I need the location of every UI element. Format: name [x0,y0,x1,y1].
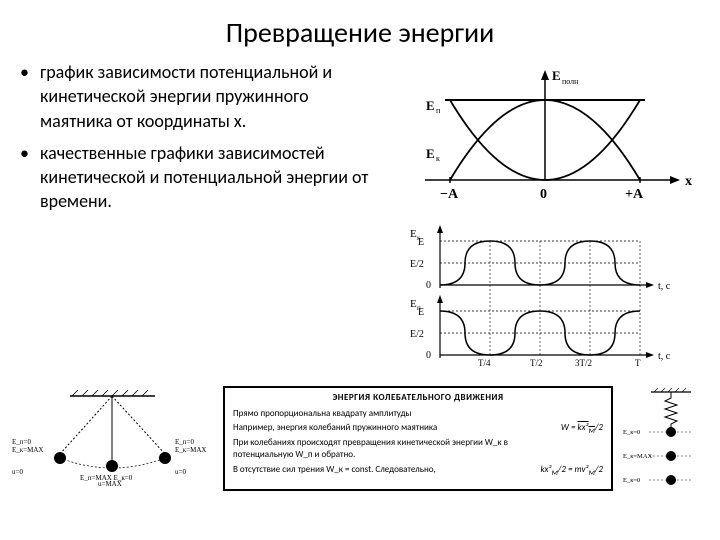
svg-text:E: E [552,68,561,83]
svg-text:E: E [410,298,417,310]
svg-text:E/2: E/2 [410,259,424,270]
svg-text:t, c: t, c [658,351,671,362]
svg-text:3T/2: 3T/2 [575,358,592,368]
page-title: Превращение энергии [0,0,720,60]
svg-text:к: к [436,154,440,163]
bottom-row: E_п=0 E_к=MAX u=0 E_п=MAX E_к=0 u=MAX E_… [0,381,720,491]
svg-text:п: п [436,106,441,115]
bullet-text-1: график зависимости потенциальной и кинет… [40,60,375,133]
svg-text:t, c: t, c [658,281,671,292]
formula-line-2: Например, энергия колебаний пружинного м… [233,422,603,435]
bullet-list: • график зависимости потенциальной и кин… [20,60,390,381]
svg-text:−A: −A [440,187,459,202]
formula-title: ЭНЕРГИЯ КОЛЕБАТЕЛЬНОГО ДВИЖЕНИЯ [233,392,603,405]
svg-text:0: 0 [540,187,547,202]
svg-text:E_к=MAX: E_к=MAX [175,446,206,454]
svg-text:T/2: T/2 [530,358,543,368]
svg-text:E: E [410,228,417,240]
svg-text:0: 0 [426,350,431,361]
svg-text:E: E [426,98,435,113]
svg-text:u=MAX: u=MAX [98,480,122,486]
formula-box: ЭНЕРГИЯ КОЛЕБАТЕЛЬНОГО ДВИЖЕНИЯ Прямо пр… [223,386,613,491]
bullet-marker: • [20,60,40,133]
svg-text:E_п=0: E_п=0 [12,438,31,446]
bullet-2: • качественные графики зависимостей кине… [20,141,375,214]
energy-vs-time-chart: Eк E E/2 0 t, c Eп E E/2 0 t, c [390,223,700,373]
svg-text:E: E [418,237,424,248]
formula-line-4: В отсутствие сил трения W_к = const. Сле… [233,464,603,477]
spring-diagram: E_к=0 E_к=MAX E_к=0 [621,386,706,491]
bullet-text-2: качественные графики зависимостей кинети… [40,141,375,214]
svg-text:T/4: T/4 [478,358,491,368]
main-content: • график зависимости потенциальной и кин… [0,60,720,381]
svg-text:T: T [635,358,641,368]
svg-text:u=0: u=0 [12,468,23,476]
formula-line-3: При колебаниях происходят превращения ки… [233,437,603,462]
formula-line-1: Прямо пропорциональна квадрату амплитуды [233,408,603,421]
graphs-column: E полн x Eп Eк −A 0 +A [390,60,700,381]
bullet-1: • график зависимости потенциальной и кин… [20,60,375,133]
svg-text:E_к=0: E_к=0 [623,429,640,436]
svg-text:полн: полн [562,77,579,86]
pendulum-diagram: E_п=0 E_к=MAX u=0 E_п=MAX E_к=0 u=MAX E_… [10,386,215,486]
svg-text:E_к=MAX: E_к=MAX [623,453,653,460]
bullet-marker: • [20,141,40,214]
svg-text:x: x [685,174,692,189]
svg-text:E: E [418,307,424,318]
svg-text:E_к=0: E_к=0 [623,477,640,484]
svg-text:E: E [426,146,435,161]
energy-vs-x-chart: E полн x Eп Eк −A 0 +A [390,60,700,215]
svg-text:0: 0 [426,280,431,291]
svg-text:E_п=0: E_п=0 [175,438,194,446]
svg-text:+A: +A [625,187,644,202]
svg-text:E_к=MAX: E_к=MAX [12,446,43,454]
svg-text:u=0: u=0 [175,468,186,476]
svg-text:E/2: E/2 [410,329,424,340]
